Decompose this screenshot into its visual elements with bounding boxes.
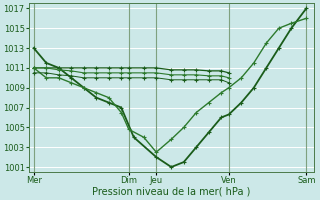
X-axis label: Pression niveau de la mer( hPa ): Pression niveau de la mer( hPa ) (92, 187, 251, 197)
